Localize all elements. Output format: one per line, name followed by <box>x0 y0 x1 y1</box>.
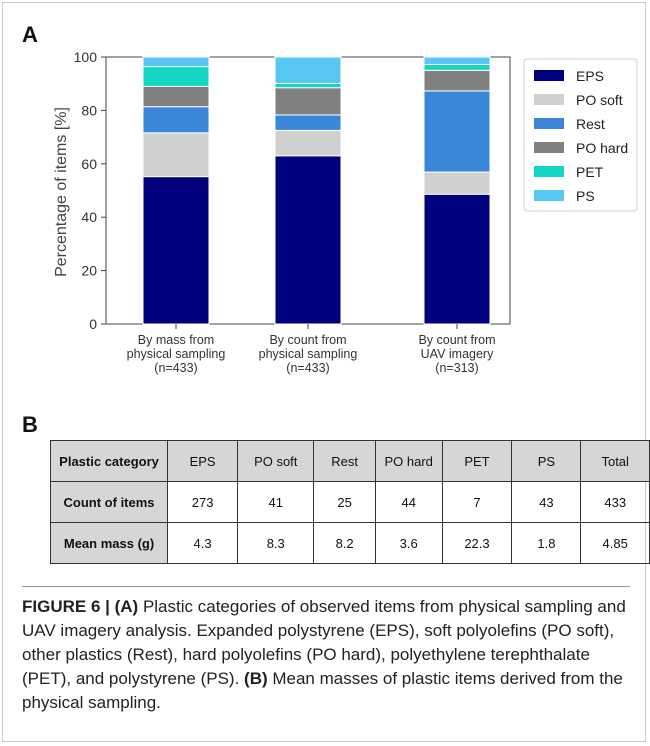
legend-swatch <box>534 142 564 153</box>
table-cell: 273 <box>167 481 239 523</box>
legend: EPS PO soft Rest PO hard PET PS <box>523 58 638 212</box>
y-tick-label: 40 <box>81 209 97 225</box>
bar-segment-po-hard <box>142 85 210 108</box>
bar-segment-po-soft <box>142 132 210 178</box>
x-tick-label-line: physical sampling <box>259 347 358 361</box>
legend-swatch <box>534 166 564 177</box>
mean-mass-table: Plastic category EPS PO soft Rest PO har… <box>49 440 650 564</box>
x-tick-label-line: By mass from <box>138 333 214 347</box>
table-header-cell: PS <box>511 440 582 482</box>
table-cell: 4.85 <box>580 522 650 564</box>
table-cell: 433 <box>580 481 650 523</box>
legend-swatch <box>534 190 564 201</box>
legend-label: PET <box>576 164 604 180</box>
bar-segment-rest <box>142 106 210 134</box>
table-cell: 41 <box>237 481 315 523</box>
x-tick-label-line: UAV imagery <box>421 347 494 361</box>
bar-segment-rest <box>274 114 342 131</box>
bar-segment-pet <box>142 66 210 87</box>
legend-swatch <box>534 70 564 81</box>
y-tick-label: 100 <box>74 49 98 65</box>
table-header-row: Plastic category EPS PO soft Rest PO har… <box>49 440 650 482</box>
table-cell: 8.3 <box>237 522 315 564</box>
bar-segment-po-hard <box>274 87 342 116</box>
y-axis-label: Percentage of items [%] <box>53 107 70 277</box>
bar-segment-eps <box>274 155 342 325</box>
table-header-cell: PET <box>441 440 513 482</box>
table-header-cell: Plastic category <box>49 440 169 482</box>
panel-a-letter: A <box>22 22 38 47</box>
caption-part-b-label: (B) <box>244 669 268 688</box>
legend-label: PO hard <box>576 140 628 156</box>
table-header-cell: PO soft <box>237 440 315 482</box>
bar-segment-eps <box>423 193 491 325</box>
caption-separator <box>22 586 630 587</box>
legend-label: Rest <box>576 116 605 132</box>
figure-caption: FIGURE 6 | (A) Plastic categories of obs… <box>22 595 630 715</box>
y-tick-label: 80 <box>81 102 97 118</box>
x-tick-label: By count from UAV imagery (n=313) <box>418 333 495 375</box>
y-axis-ticks: 0 20 40 60 80 100 <box>74 49 106 332</box>
x-tick-label-line: By count from <box>269 333 346 347</box>
legend-label: EPS <box>576 68 604 84</box>
bar-segment-pet <box>274 82 342 89</box>
bar-segment-po-soft <box>274 129 342 157</box>
table-cell: 43 <box>511 481 582 523</box>
bar-segment-ps <box>423 56 491 65</box>
table-row-label: Mean mass (g) <box>49 522 169 564</box>
x-tick-label-line: (n=313) <box>435 361 478 375</box>
table-cell: 8.2 <box>313 522 376 564</box>
y-tick-label: 0 <box>89 316 97 332</box>
table-cell: 3.6 <box>374 522 443 564</box>
bar-segment-pet <box>423 63 491 71</box>
caption-part-a-label: (A) <box>114 597 139 616</box>
bar-segment-po-soft <box>423 171 491 195</box>
y-tick-label: 20 <box>81 263 97 279</box>
bars-group <box>142 56 491 329</box>
x-tick-label-line: (n=433) <box>154 361 197 375</box>
legend-label: PS <box>576 188 595 204</box>
bar-segment-eps <box>142 176 210 325</box>
table-cell: 44 <box>374 481 443 523</box>
table-header-cell: Total <box>580 440 650 482</box>
caption-part-a-text: Plastic categories of observed items fro… <box>22 597 626 688</box>
legend-items: EPS PO soft Rest PO hard PET PS <box>534 68 628 204</box>
table-cell: 22.3 <box>441 522 513 564</box>
bar-segment-po-hard <box>423 69 491 92</box>
x-tick-label-line: (n=433) <box>286 361 329 375</box>
caption-part-b-text: Mean masses of plastic items derived fro… <box>22 669 623 712</box>
bar-segment-ps <box>274 56 342 84</box>
bar-segment-ps <box>142 56 210 68</box>
x-tick-label: By count from physical sampling (n=433) <box>259 333 358 375</box>
table-row-label: Count of items <box>49 481 169 523</box>
caption-figure-label: FIGURE 6 | <box>22 597 115 616</box>
table-header-cell: Rest <box>313 440 376 482</box>
legend-swatch <box>534 118 564 129</box>
table-header-cell: EPS <box>167 440 239 482</box>
table-cell: 1.8 <box>511 522 582 564</box>
x-tick-label: By mass from physical sampling (n=433) <box>127 333 226 375</box>
x-axis-labels: By mass from physical sampling (n=433)By c… <box>127 333 496 375</box>
table-row: Count of items 273 41 25 44 7 43 433 <box>49 481 650 523</box>
legend-label: PO soft <box>576 92 623 108</box>
bar-segment-rest <box>423 90 491 173</box>
legend-swatch <box>534 94 564 105</box>
table-cell: 4.3 <box>167 522 239 564</box>
x-tick-label-line: By count from <box>418 333 495 347</box>
table-header-cell: PO hard <box>374 440 443 482</box>
y-tick-label: 60 <box>81 156 97 172</box>
table-cell: 25 <box>313 481 376 523</box>
x-tick-label-line: physical sampling <box>127 347 226 361</box>
table-row: Mean mass (g) 4.3 8.3 8.2 3.6 22.3 1.8 4… <box>49 522 650 564</box>
table-cell: 7 <box>441 481 513 523</box>
panel-b-letter: B <box>22 412 38 437</box>
